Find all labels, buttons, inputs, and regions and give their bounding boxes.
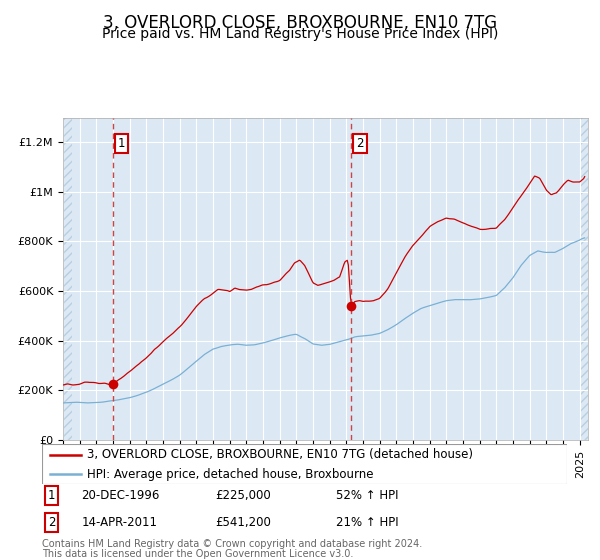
Text: 2: 2 (356, 137, 364, 150)
Text: Price paid vs. HM Land Registry's House Price Index (HPI): Price paid vs. HM Land Registry's House … (102, 27, 498, 41)
Bar (63, 118, 72, 440)
Bar (581, 118, 589, 440)
Text: 1: 1 (118, 137, 125, 150)
FancyBboxPatch shape (42, 444, 567, 484)
Text: £541,200: £541,200 (215, 516, 271, 529)
Text: 21% ↑ HPI: 21% ↑ HPI (336, 516, 398, 529)
Text: 3, OVERLORD CLOSE, BROXBOURNE, EN10 7TG (detached house): 3, OVERLORD CLOSE, BROXBOURNE, EN10 7TG … (86, 449, 473, 461)
Text: 1: 1 (48, 489, 55, 502)
Text: 14-APR-2011: 14-APR-2011 (82, 516, 157, 529)
Text: This data is licensed under the Open Government Licence v3.0.: This data is licensed under the Open Gov… (42, 549, 353, 559)
Text: Contains HM Land Registry data © Crown copyright and database right 2024.: Contains HM Land Registry data © Crown c… (42, 539, 422, 549)
Text: HPI: Average price, detached house, Broxbourne: HPI: Average price, detached house, Brox… (86, 468, 373, 480)
Text: 52% ↑ HPI: 52% ↑ HPI (336, 489, 398, 502)
Text: 2: 2 (48, 516, 55, 529)
Text: 3, OVERLORD CLOSE, BROXBOURNE, EN10 7TG: 3, OVERLORD CLOSE, BROXBOURNE, EN10 7TG (103, 14, 497, 32)
Text: 20-DEC-1996: 20-DEC-1996 (82, 489, 160, 502)
Text: £225,000: £225,000 (215, 489, 271, 502)
